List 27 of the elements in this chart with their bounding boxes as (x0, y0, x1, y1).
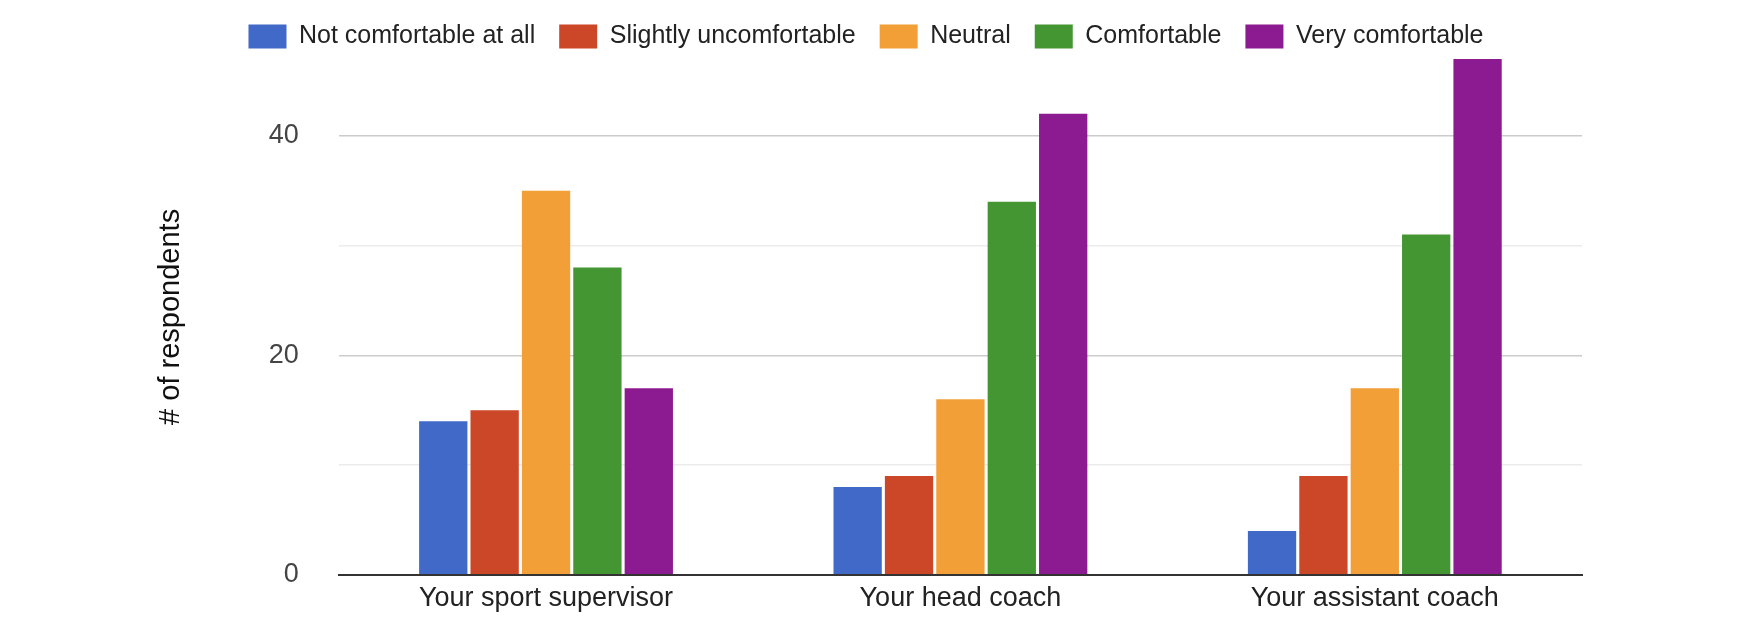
y-tick-label: 20 (268, 338, 299, 369)
legend-label: Very comfortable (1295, 20, 1484, 49)
bar (833, 487, 882, 575)
y-axis-title: # of respondents (153, 208, 186, 425)
bar (1039, 113, 1088, 575)
bar (1402, 234, 1451, 575)
bar (573, 267, 622, 575)
bar (936, 399, 985, 575)
legend-label: Comfortable (1085, 20, 1222, 49)
y-tick-label: 40 (268, 119, 299, 150)
bar (624, 388, 673, 575)
x-tick-label: Your head coach (859, 582, 1062, 613)
bar (987, 201, 1036, 575)
bar (1299, 476, 1348, 575)
bar (884, 476, 934, 575)
legend-label: Neutral (930, 20, 1011, 49)
legend-label: Not comfortable at all (298, 20, 536, 49)
y-tick-label: 0 (283, 558, 299, 589)
legend-label: Slightly uncomfortable (609, 20, 856, 49)
x-tick-label: Your assistant coach (1250, 582, 1499, 613)
bar (1350, 388, 1399, 575)
x-tick-label: Your sport supervisor (418, 582, 674, 613)
bar (470, 410, 519, 575)
bar (521, 190, 571, 575)
bar (1247, 530, 1297, 575)
bar (1453, 59, 1502, 575)
bar (419, 421, 468, 575)
